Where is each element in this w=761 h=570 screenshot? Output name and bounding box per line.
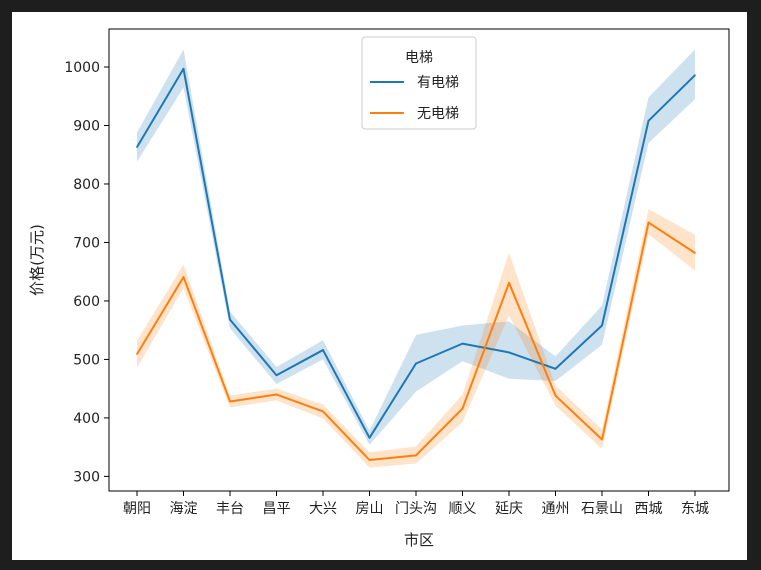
x-tick-label: 顺义 <box>449 501 477 517</box>
data-point <box>647 221 650 224</box>
x-tick-label: 海淀 <box>170 501 198 517</box>
data-point <box>368 459 371 461</box>
data-point <box>601 324 603 327</box>
data-point <box>461 342 464 345</box>
data-point <box>461 407 464 410</box>
y-tick-label: 1000 <box>64 60 100 76</box>
x-tick-label: 丰台 <box>216 501 244 517</box>
legend: 电梯 有电梯 无电梯 <box>361 36 477 130</box>
data-point <box>508 282 510 284</box>
legend-title: 电梯 <box>405 50 433 66</box>
legend-label-elevator: 有电梯 <box>417 75 459 91</box>
x-tick-label: 大兴 <box>309 501 337 517</box>
y-tick-label: 400 <box>73 411 100 427</box>
y-tick-label: 600 <box>73 294 100 310</box>
data-point <box>554 367 557 370</box>
x-tick-label: 通州 <box>542 501 570 517</box>
data-point <box>368 436 371 439</box>
x-axis: 朝阳 海淀 丰台 昌平 大兴 房山 门头沟 顺义 延庆 通州 石景山 西城 东城 <box>123 491 709 517</box>
y-tick-label: 800 <box>73 177 100 193</box>
plot-area-frame <box>108 28 730 492</box>
data-point <box>275 393 278 396</box>
ci-band-0 <box>137 49 695 445</box>
legend-label-no-elevator: 无电梯 <box>417 106 459 122</box>
chart-figure: 300 400 500 600 700 800 900 1000 朝阳 海淀 丰台 昌平 大兴 房山 门头… <box>12 12 747 560</box>
data-point <box>229 318 231 321</box>
x-tick-label: 石景山 <box>581 501 623 517</box>
y-tick-label: 300 <box>73 469 100 485</box>
data-point <box>415 362 417 365</box>
series-lines <box>136 67 696 462</box>
legend-box <box>361 36 477 130</box>
y-tick-label: 900 <box>73 118 100 134</box>
data-point <box>136 146 138 148</box>
data-point <box>322 349 324 351</box>
confidence-bands <box>137 49 695 468</box>
x-tick-label: 东城 <box>681 501 709 517</box>
data-point <box>647 120 650 122</box>
x-tick-label: 昌平 <box>263 501 291 517</box>
data-point <box>182 276 185 278</box>
data-point <box>275 374 278 377</box>
x-tick-label: 朝阳 <box>123 501 151 517</box>
data-point <box>508 351 510 354</box>
x-axis-title: 市区 <box>404 531 434 549</box>
x-tick-label: 西城 <box>635 501 663 517</box>
ci-band-1 <box>137 209 695 468</box>
y-tick-label: 700 <box>73 235 100 251</box>
x-tick-label: 延庆 <box>495 501 523 517</box>
data-point <box>322 410 324 413</box>
data-point <box>136 353 138 355</box>
data-point <box>554 394 557 397</box>
data-point <box>415 454 417 457</box>
data-point <box>229 400 231 403</box>
data-point <box>601 438 603 441</box>
y-axis-title: 价格(万元) <box>28 224 46 296</box>
y-axis: 300 400 500 600 700 800 900 1000 <box>64 60 109 485</box>
y-tick-label: 500 <box>73 352 100 368</box>
x-tick-label: 门头沟 <box>395 501 437 517</box>
data-point <box>694 252 696 254</box>
data-point <box>694 74 696 76</box>
data-point <box>182 67 185 70</box>
x-tick-label: 房山 <box>356 501 384 517</box>
line-chart: 300 400 500 600 700 800 900 1000 朝阳 海淀 丰台 昌平 大兴 房山 门头… <box>28 28 730 549</box>
